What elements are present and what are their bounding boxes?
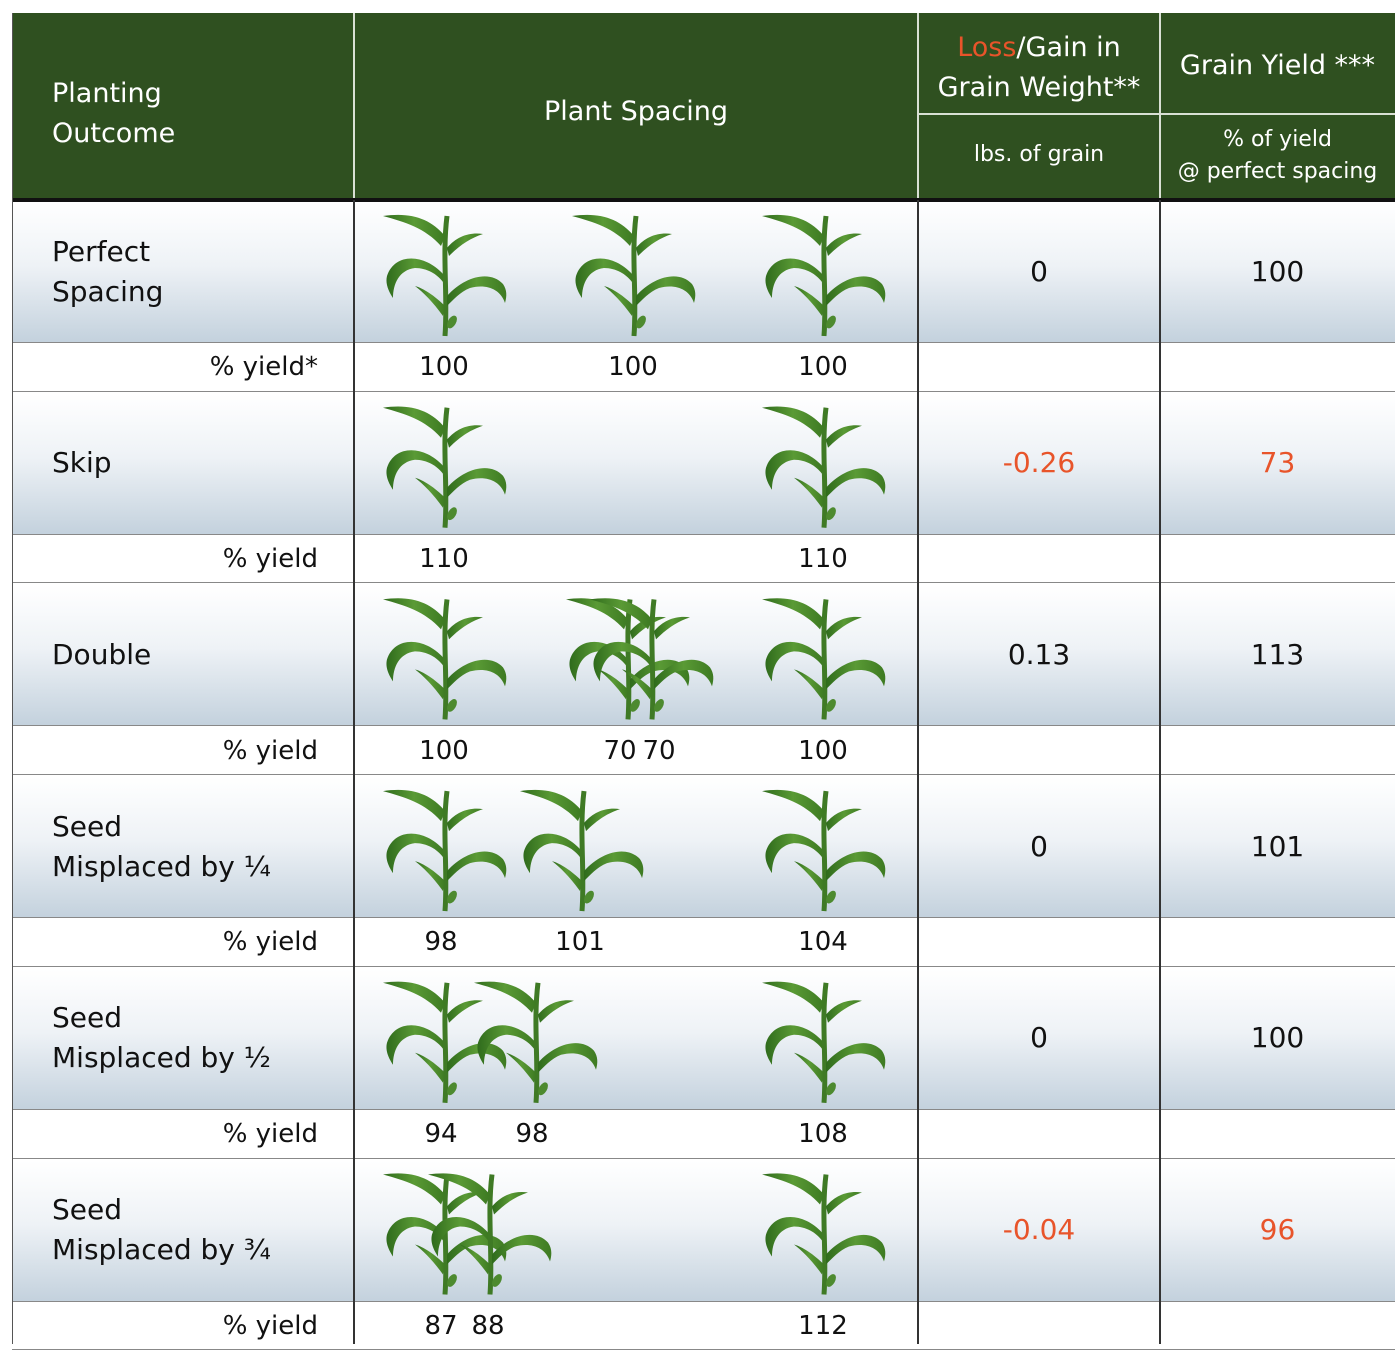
plant-icon bbox=[762, 790, 885, 911]
plant-icon bbox=[762, 982, 885, 1103]
plant-icon bbox=[383, 215, 506, 336]
plant-icon bbox=[762, 1173, 885, 1294]
plant-icon bbox=[383, 598, 506, 719]
plant-icon bbox=[762, 598, 885, 719]
plant-icon bbox=[383, 407, 506, 528]
plant-icon bbox=[566, 598, 689, 719]
plant-icon bbox=[762, 407, 885, 528]
plant-icon bbox=[474, 982, 597, 1103]
plant-icon bbox=[520, 790, 643, 911]
plant-icon bbox=[572, 215, 695, 336]
plant-icon bbox=[590, 598, 713, 719]
plant-icon bbox=[762, 215, 885, 336]
plant-icon bbox=[383, 790, 506, 911]
